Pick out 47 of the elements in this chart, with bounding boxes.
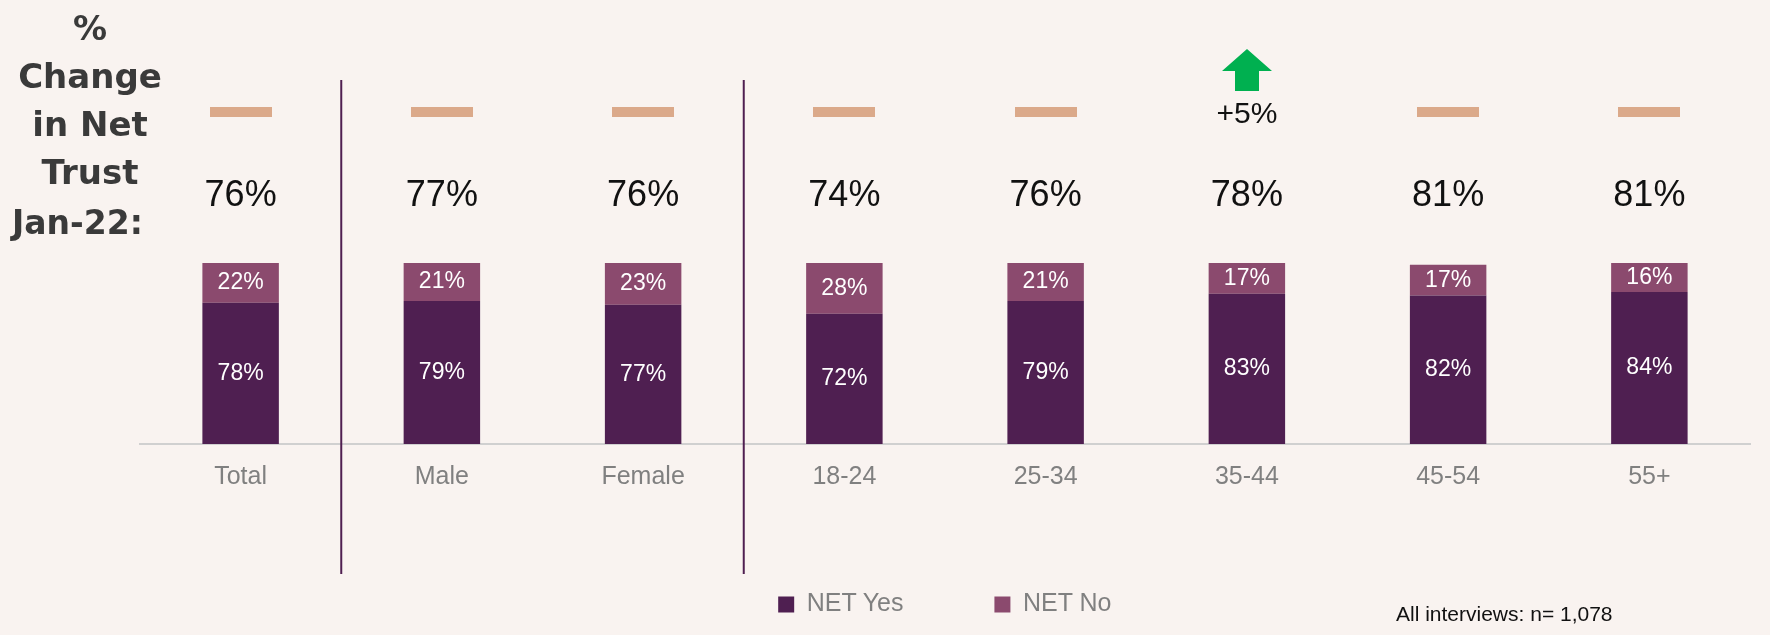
data-label: 79% [1022,357,1069,384]
data-label: 78% [217,358,264,385]
bar [1611,291,1688,444]
data-label: 72% [821,364,868,391]
text: 76% [607,173,680,215]
x-tick-label: 55+ [1628,460,1671,489]
text: 76% [204,173,277,215]
bar [604,304,682,444]
text: 78% [1210,173,1283,215]
x-tick-label: Total [214,460,268,489]
x-tick-label: Male [414,460,469,489]
data-label: 77% [620,359,667,386]
text: +5% [1216,96,1278,130]
data-label: 17% [1223,263,1270,290]
bar [806,313,883,444]
data-label: 79% [418,357,465,384]
text: All interviews: n= 1,078 [1396,602,1613,626]
bar [1409,295,1487,444]
legend-label: NET No [1022,588,1112,617]
text: Jan-22: [12,203,143,242]
data-label: 84% [1626,353,1673,380]
text: % Change in Net Trust [17,7,163,194]
bar [806,263,883,314]
x-tick-label: 25-34 [1013,460,1078,489]
data-label: 83% [1223,354,1270,381]
data-label: 21% [1022,267,1069,294]
data-label: 16% [1626,262,1673,289]
data-label: 21% [418,267,465,294]
text: 76% [1009,173,1082,215]
bar [1208,293,1286,444]
text: 81% [1412,173,1485,215]
data-label: 23% [620,269,667,296]
text: 77% [405,173,478,215]
data-label: 17% [1425,265,1472,292]
data-label: 28% [821,273,868,300]
x-tick-label: 45-54 [1416,460,1481,489]
data-label: 22% [217,268,264,295]
data-label: 82% [1425,355,1472,382]
bar [1007,301,1084,444]
text: 81% [1613,173,1686,215]
bar [202,302,279,444]
x-tick-label: Female [601,460,685,489]
x-tick-label: 18-24 [812,460,877,489]
legend-label: NET Yes [806,588,904,617]
bar [403,301,481,444]
text: 74% [808,173,881,215]
x-tick-label: 35-44 [1214,460,1279,489]
